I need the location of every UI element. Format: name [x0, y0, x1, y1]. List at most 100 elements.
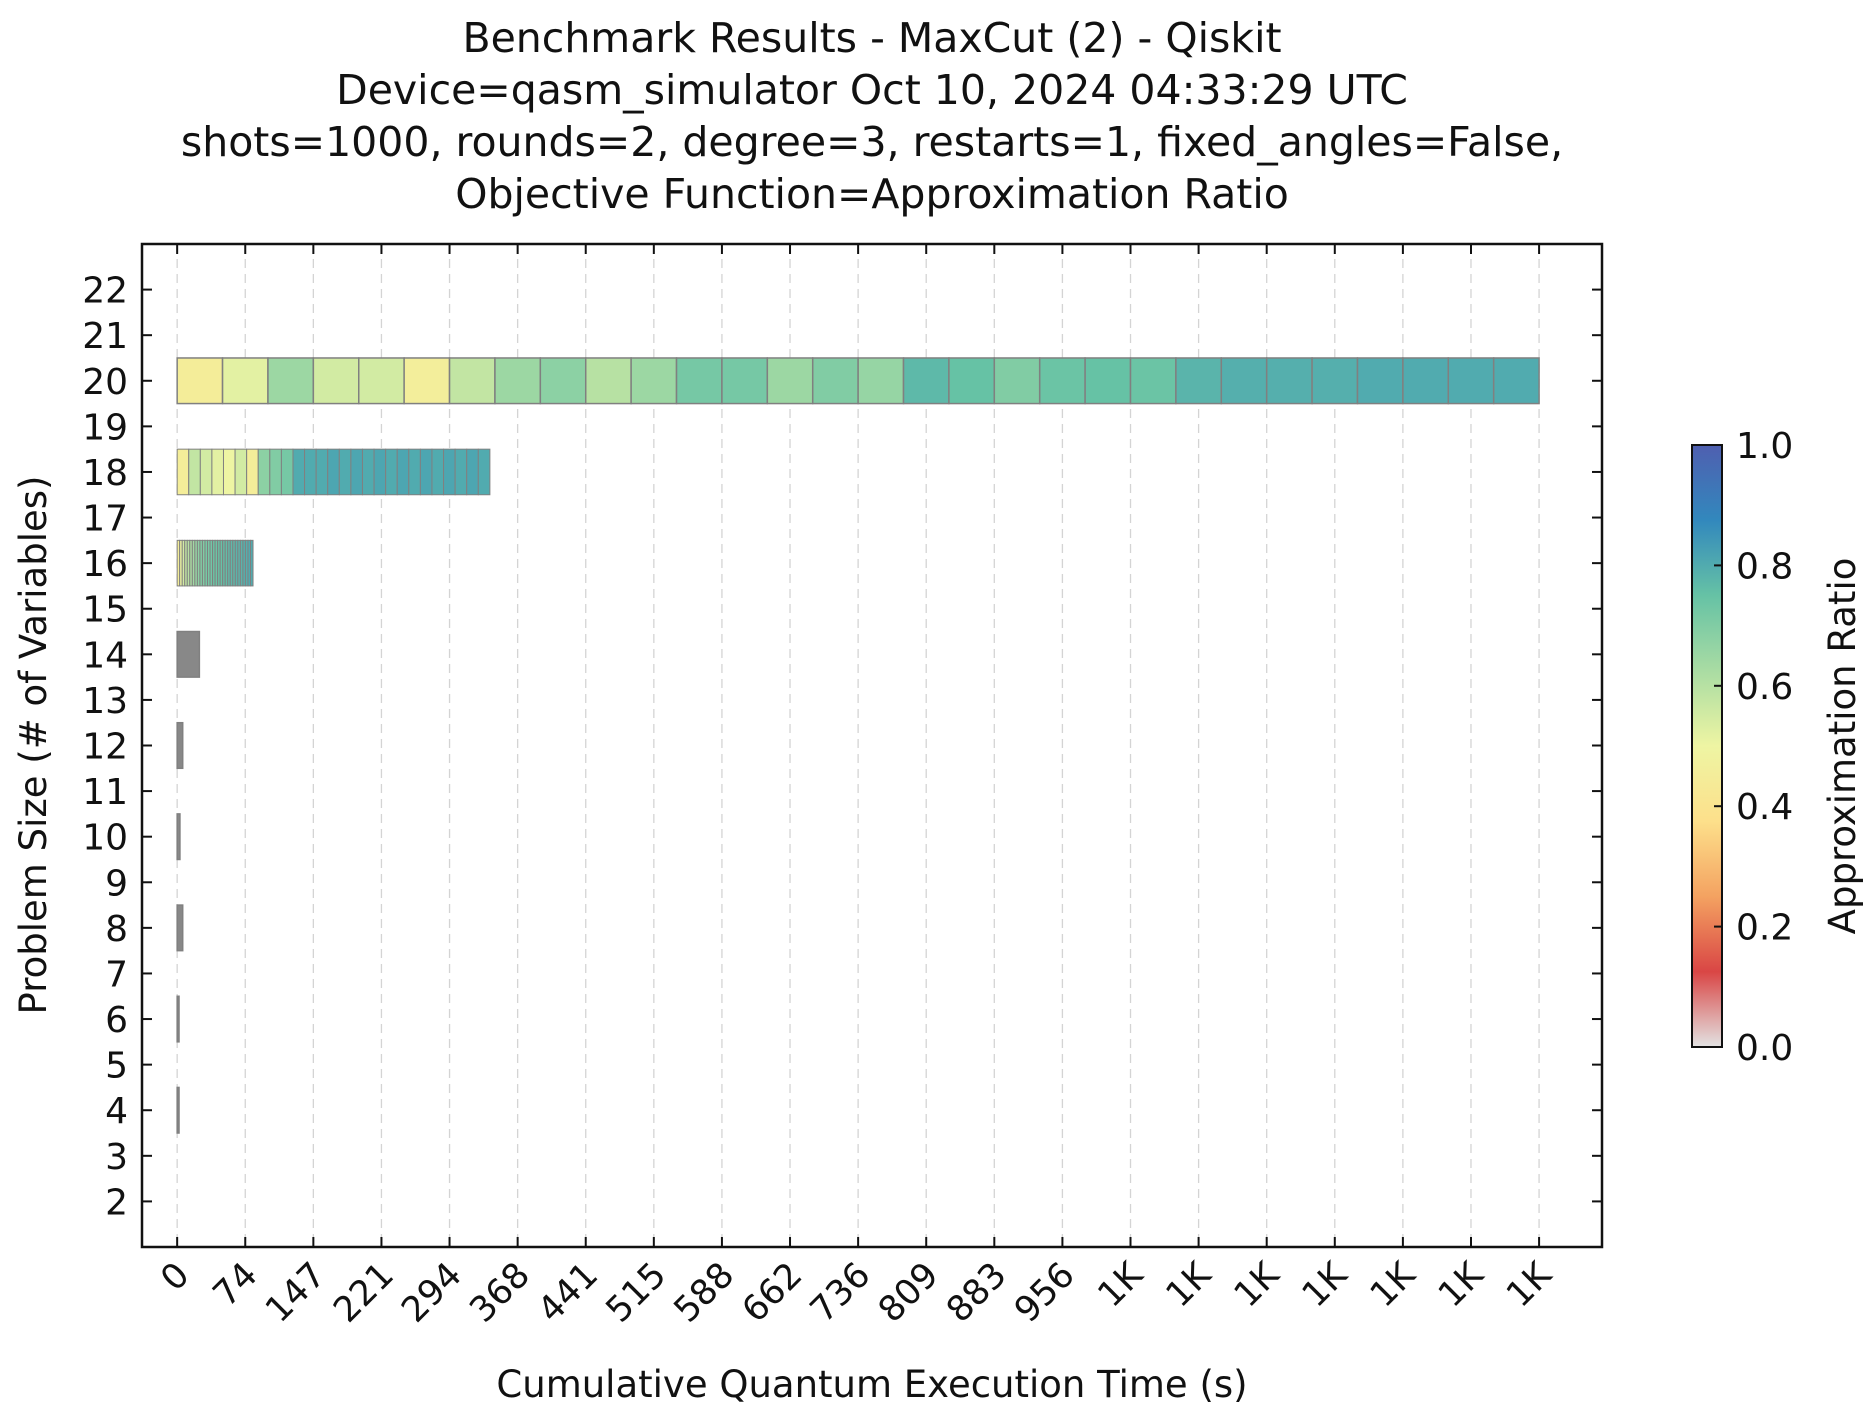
- y-tick-label-2: 4: [105, 1091, 128, 1132]
- y-tick-label-11: 13: [82, 681, 128, 722]
- bar-segment-size-4-0: [176, 1086, 180, 1134]
- bar-segment-size-20-2: [267, 357, 315, 405]
- x-axis-label: Cumulative Quantum Execution Time (s): [496, 1363, 1247, 1406]
- bar-segment-size-18-7: [257, 448, 271, 496]
- bar-segment-size-20-17: [948, 357, 996, 405]
- bar-segment-size-18-21: [419, 448, 433, 496]
- bar-segment-size-12-0: [176, 721, 184, 770]
- bar-segment-size-20-7: [494, 357, 542, 405]
- bar-segment-size-18-26: [477, 448, 491, 496]
- bar-segment-size-18-2: [199, 448, 213, 496]
- bar-segment-size-18-0: [176, 448, 190, 496]
- y-tick-label-13: 15: [82, 590, 128, 631]
- y-tick-label-15: 17: [82, 499, 128, 540]
- x-tick-label-9: 662: [735, 1255, 811, 1331]
- bar-segment-size-20-26: [1356, 357, 1404, 405]
- colorbar-tick-label-5: 1.0: [1736, 426, 1793, 467]
- bar-segment-size-20-23: [1220, 357, 1268, 405]
- x-tick-label-0: 0: [153, 1255, 197, 1299]
- bar-segment-size-18-24: [454, 448, 468, 496]
- bar-segment-size-18-22: [431, 448, 445, 496]
- bar-segment-size-18-12: [315, 448, 329, 496]
- colorbar-tick-label-4: 0.8: [1736, 546, 1793, 587]
- bar-segment-size-20-4: [357, 357, 405, 405]
- bar-segment-size-18-25: [466, 448, 479, 496]
- bar-segment-size-20-24: [1265, 357, 1313, 405]
- colorbar-tick-label-3: 0.6: [1736, 667, 1793, 708]
- y-tick-label-17: 19: [82, 407, 128, 448]
- bar-segment-size-20-14: [811, 357, 859, 405]
- colorbar-tick-label-0: 0.0: [1736, 1028, 1793, 1069]
- title-line-4: Objective Function=Approximation Ratio: [455, 170, 1289, 218]
- bar-segment-size-18-11: [304, 448, 317, 496]
- x-tick-label-14: 1K: [1091, 1254, 1152, 1315]
- bar-segment-size-18-15: [350, 448, 363, 496]
- title-line-2: Device=qasm_simulator Oct 10, 2024 04:33…: [336, 66, 1408, 114]
- chart-title: Benchmark Results - MaxCut (2) - Qiskit …: [181, 14, 1563, 218]
- y-tick-label-18: 20: [82, 362, 128, 403]
- x-tick-label-1: 74: [206, 1255, 266, 1315]
- y-tick-label-6: 8: [105, 909, 128, 950]
- bar-segment-size-20-3: [312, 357, 360, 405]
- bar-segment-size-10-0: [176, 813, 181, 861]
- x-tick-label-8: 588: [667, 1255, 743, 1331]
- bar-segment-size-18-20: [408, 448, 421, 496]
- x-tick-label-10: 736: [803, 1255, 879, 1331]
- bar-segment-size-14-0: [176, 630, 201, 678]
- bar-segment-size-20-10: [630, 357, 678, 405]
- bars: [176, 357, 1540, 1134]
- bar-segment-size-20-9: [584, 357, 632, 405]
- x-tick-label-7: 515: [599, 1255, 675, 1331]
- bar-segment-size-20-18: [993, 357, 1041, 405]
- x-tick-label-2: 147: [258, 1255, 334, 1331]
- bar-segment-size-20-12: [721, 357, 769, 405]
- bar-segment-size-18-1: [188, 448, 201, 496]
- bar-segment-size-18-18: [385, 448, 398, 496]
- bar-segment-size-18-14: [338, 448, 352, 496]
- bar-segment-size-18-3: [211, 448, 224, 496]
- y-axis-label: Problem Size (# of Variables): [12, 476, 55, 1015]
- bar-segment-size-20-5: [403, 357, 451, 405]
- bar-segment-size-20-8: [539, 357, 587, 405]
- title-line-3: shots=1000, rounds=2, degree=3, restarts…: [181, 118, 1563, 166]
- y-tick-label-7: 9: [105, 863, 128, 904]
- x-tick-label-16: 1K: [1227, 1254, 1288, 1315]
- y-tick-label-19: 21: [82, 316, 128, 357]
- y-tick-label-16: 18: [82, 453, 128, 494]
- bar-segment-size-20-1: [221, 357, 269, 405]
- bar-segment-size-18-10: [292, 448, 306, 496]
- x-tick-label-3: 221: [326, 1255, 402, 1331]
- x-tick-label-4: 294: [394, 1255, 470, 1331]
- y-tick-label-4: 6: [105, 1000, 128, 1041]
- title-line-1: Benchmark Results - MaxCut (2) - Qiskit: [462, 14, 1281, 62]
- bar-segment-size-20-21: [1129, 357, 1177, 405]
- colorbar-ticks: 0.0 0.2 0.4 0.6 0.8 1.0: [1714, 426, 1793, 1069]
- bar-segment-size-20-11: [675, 357, 723, 405]
- x-tick-label-6: 441: [531, 1255, 607, 1331]
- y-tick-label-0: 2: [105, 1182, 128, 1223]
- bar-segment-size-20-27: [1402, 357, 1450, 405]
- bar-segment-size-18-23: [443, 448, 456, 496]
- colorbar-label: Approximation Ratio: [1821, 558, 1864, 935]
- bar-segment-size-18-4: [222, 448, 236, 496]
- bar-segment-size-18-19: [396, 448, 410, 496]
- colorbar-tick-label-1: 0.2: [1736, 908, 1793, 949]
- x-tick-label-13: 956: [1007, 1255, 1083, 1331]
- x-tick-label-12: 883: [939, 1255, 1015, 1331]
- y-tick-label-1: 3: [105, 1137, 128, 1178]
- bar-segment-size-6-0: [176, 995, 180, 1043]
- x-tick-label-5: 368: [462, 1255, 538, 1331]
- bar-segment-size-20-20: [1084, 357, 1132, 405]
- x-tick-label-20: 1K: [1499, 1254, 1560, 1315]
- bar-segment-size-8-0: [176, 904, 184, 952]
- y-tick-label-20: 22: [82, 271, 128, 312]
- bar-segment-size-18-8: [269, 448, 282, 496]
- bar-segment-size-18-17: [373, 448, 387, 496]
- y-tick-label-8: 10: [82, 818, 128, 859]
- x-tick-label-17: 1K: [1295, 1254, 1356, 1315]
- bar-segment-size-20-15: [857, 357, 905, 405]
- colorbar-gradient: [1691, 444, 1723, 1048]
- bar-segment-size-18-16: [361, 448, 375, 496]
